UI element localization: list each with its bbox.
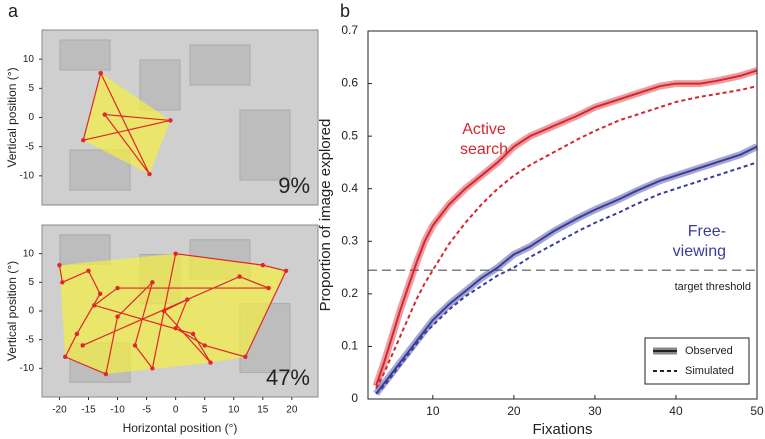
fixation	[97, 291, 103, 296]
y-axis-label: Proportion of image explored	[317, 119, 334, 312]
simulated-line	[375, 161, 758, 395]
observed-line	[375, 69, 758, 387]
coverage-label: 9%	[278, 173, 310, 198]
image-object	[189, 44, 251, 86]
y-tick-label: -5	[25, 334, 34, 345]
y-tick-label: 0	[28, 306, 34, 317]
fixation	[161, 308, 167, 314]
scanpath	[82, 72, 171, 175]
coverage-label: 47%	[266, 365, 310, 390]
fixation	[98, 70, 103, 76]
y-tick-label: 0.6	[341, 76, 358, 90]
fixation	[243, 354, 248, 360]
fixation	[81, 138, 86, 143]
y-tick-label: 0.3	[341, 233, 358, 247]
fixation	[260, 262, 265, 268]
panel-label: b	[340, 1, 350, 21]
x-tick-label: 5	[202, 405, 208, 416]
panel-label: a	[8, 1, 19, 21]
fixation	[185, 297, 190, 302]
y-tick-label: 10	[23, 248, 35, 259]
x-tick-label: 40	[669, 404, 683, 418]
image-object	[59, 39, 111, 71]
fixation	[190, 331, 196, 337]
image-object	[139, 59, 181, 111]
legend-label: Simulated	[685, 365, 734, 377]
fixation	[173, 251, 178, 256]
fixation	[103, 371, 109, 377]
annotation: search	[460, 141, 508, 158]
fixation	[74, 331, 80, 337]
annotation: Active	[462, 121, 506, 138]
y-tick-label: 0	[351, 391, 358, 405]
fixation	[150, 280, 155, 285]
y-tick-label: 10	[23, 54, 35, 65]
x-tick-label: 20	[507, 404, 521, 418]
fixation	[60, 280, 65, 285]
y-tick-label: 0.2	[341, 286, 358, 300]
annotation: viewing	[673, 243, 726, 260]
fixation	[237, 274, 242, 279]
x-tick-label: -15	[81, 405, 96, 416]
fixation	[208, 360, 213, 365]
annotation: Free-	[688, 223, 726, 240]
legend-box	[644, 337, 750, 385]
x-tick-label: 20	[286, 405, 298, 416]
fixation	[86, 268, 91, 274]
fixation	[168, 118, 173, 123]
y-tick-label: -5	[25, 141, 34, 152]
fixation	[173, 326, 178, 331]
threshold-label: target threshold	[675, 281, 751, 293]
scanpath	[58, 252, 287, 375]
y-tick-label: 0.1	[341, 339, 358, 353]
y-tick-label: 0.7	[341, 23, 358, 37]
x-tick-label: -20	[52, 405, 67, 416]
fixation	[283, 268, 289, 274]
fixation	[202, 343, 207, 348]
explored-area	[59, 253, 287, 375]
x-axis-label: Horizontal position (°)	[123, 421, 238, 435]
simulated-line	[375, 85, 758, 389]
explored-area	[83, 73, 171, 175]
y-axis-label: Vertical position (°)	[5, 261, 19, 361]
y-tick-label: 5	[28, 83, 34, 94]
x-tick-label: 10	[426, 404, 440, 418]
y-tick-label: 5	[28, 277, 34, 288]
x-tick-label: -5	[142, 405, 151, 416]
fixation	[150, 366, 155, 371]
legend-label: Observed	[685, 345, 733, 357]
x-tick-label: 15	[257, 405, 269, 416]
observed-line	[375, 145, 758, 395]
fixation	[92, 303, 97, 308]
y-axis-label: Vertical position (°)	[5, 67, 19, 167]
y-tick-label: 0	[28, 112, 34, 123]
y-tick-label: -10	[20, 363, 35, 374]
x-tick-label: 10	[228, 405, 240, 416]
fixation	[63, 354, 68, 360]
image-object	[239, 109, 291, 181]
x-tick-label: 50	[750, 404, 764, 418]
image-object	[59, 234, 111, 265]
x-tick-label: -10	[110, 405, 125, 416]
y-tick-label: 0.5	[341, 128, 358, 142]
fixation	[115, 285, 120, 291]
y-tick-label: -10	[20, 170, 35, 181]
fixation	[102, 112, 107, 117]
fixation	[57, 262, 62, 268]
y-tick-label: 0.4	[341, 181, 358, 195]
fixation	[266, 285, 271, 291]
fixation	[147, 171, 152, 177]
x-axis-label: Fixations	[532, 421, 592, 438]
fixation	[80, 343, 85, 348]
fixation	[132, 343, 138, 348]
fixation	[115, 314, 120, 319]
x-tick-label: 30	[588, 404, 602, 418]
plot-frame	[367, 30, 758, 400]
x-tick-label: 0	[173, 405, 179, 416]
